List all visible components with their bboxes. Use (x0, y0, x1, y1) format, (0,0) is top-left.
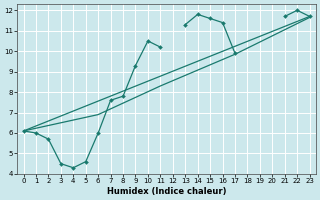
X-axis label: Humidex (Indice chaleur): Humidex (Indice chaleur) (107, 187, 226, 196)
